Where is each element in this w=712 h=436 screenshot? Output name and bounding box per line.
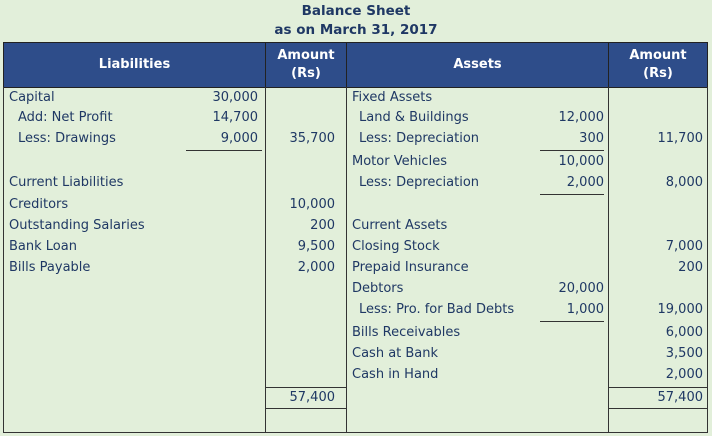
header-text: Assets [453, 57, 502, 72]
rule [186, 150, 262, 151]
asset-sub-amount: 2,000 [566, 175, 604, 190]
asset-sub-amount: 12,000 [558, 110, 605, 125]
asset-amount: 2,000 [665, 367, 703, 382]
liability-label: Current Liabilities [9, 175, 124, 190]
header-text: Liabilities [98, 57, 171, 72]
liability-label: Bills Payable [9, 260, 91, 275]
rule [3, 432, 708, 433]
liability-label: Bank Loan [9, 239, 77, 254]
header-text: (Rs) [291, 66, 321, 81]
header-cell: Liabilities [3, 42, 266, 88]
rule [265, 87, 266, 433]
asset-total: 57,400 [657, 390, 704, 405]
asset-label: Cash in Hand [352, 367, 439, 382]
asset-amount: 200 [678, 260, 703, 275]
header-cell: Assets [346, 42, 609, 88]
rule [540, 150, 604, 151]
asset-amount: 3,500 [665, 346, 703, 361]
liability-amount: 2,000 [297, 260, 335, 275]
rule [608, 387, 708, 388]
rule [608, 87, 609, 433]
asset-label: Fixed Assets [352, 90, 433, 105]
asset-label: Less: Depreciation [359, 175, 480, 190]
asset-label: Bills Receivables [352, 325, 461, 340]
liability-total: 57,400 [289, 390, 336, 405]
header-cell: Amount (Rs) [608, 42, 708, 88]
asset-label: Prepaid Insurance [352, 260, 469, 275]
liability-sub-amount: 30,000 [212, 90, 259, 105]
asset-amount: 11,700 [657, 131, 704, 146]
asset-label: Cash at Bank [352, 346, 439, 361]
asset-sub-amount: 10,000 [558, 154, 605, 169]
asset-label: Less: Pro. for Bad Debts [359, 302, 515, 317]
asset-sub-amount: 20,000 [558, 281, 605, 296]
rule [265, 387, 347, 388]
asset-sub-amount: 300 [579, 131, 604, 146]
liability-label: Creditors [9, 197, 69, 212]
asset-label: Motor Vehicles [352, 154, 447, 169]
liability-sub-amount: 14,700 [212, 110, 259, 125]
asset-amount: 19,000 [657, 302, 704, 317]
header-text: Amount [629, 48, 687, 63]
liability-label: Less: Drawings [18, 131, 116, 146]
rule [608, 408, 708, 409]
header-cell: Amount (Rs) [265, 42, 347, 88]
rule [540, 321, 604, 322]
asset-label: Debtors [352, 281, 404, 296]
liability-label: Outstanding Salaries [9, 218, 145, 233]
asset-sub-amount: 1,000 [566, 302, 604, 317]
rule [707, 87, 708, 433]
rule [540, 194, 604, 195]
asset-amount: 8,000 [665, 175, 703, 190]
rule [346, 87, 347, 433]
rule [3, 87, 4, 433]
liability-label: Capital [9, 90, 55, 105]
rule [265, 408, 347, 409]
liability-label: Add: Net Profit [18, 110, 113, 125]
header-text: (Rs) [643, 66, 673, 81]
asset-label: Land & Buildings [359, 110, 469, 125]
liability-amount: 35,700 [289, 131, 336, 146]
asset-amount: 7,000 [665, 239, 703, 254]
asset-label: Less: Depreciation [359, 131, 480, 146]
liability-sub-amount: 9,000 [220, 131, 258, 146]
liability-amount: 200 [310, 218, 335, 233]
liability-amount: 10,000 [289, 197, 336, 212]
liability-amount: 9,500 [297, 239, 335, 254]
asset-label: Current Assets [352, 218, 448, 233]
subtitle: as on March 31, 2017 [274, 22, 438, 38]
header-text: Amount [277, 48, 335, 63]
title: Balance Sheet [301, 3, 411, 19]
asset-amount: 6,000 [665, 325, 703, 340]
asset-label: Closing Stock [352, 239, 440, 254]
